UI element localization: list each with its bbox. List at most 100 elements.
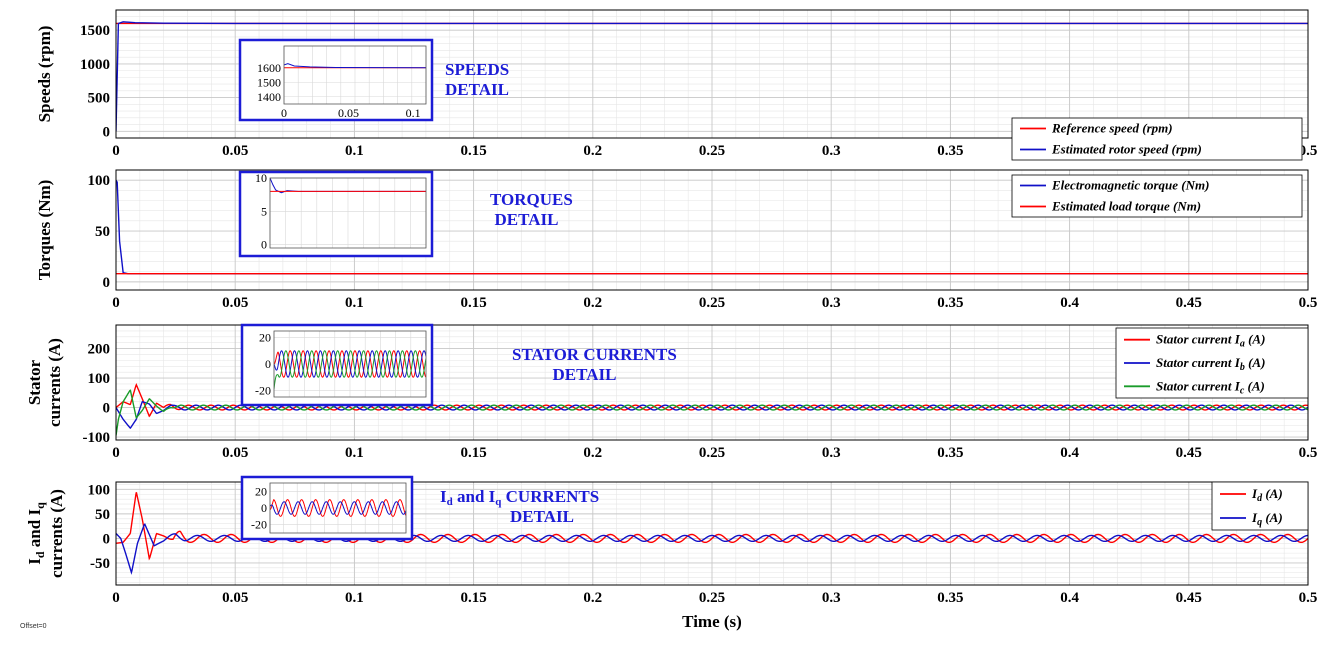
x-tick-label: 0.1 bbox=[345, 590, 364, 606]
inset-lines bbox=[270, 499, 406, 517]
detail-label-line: Id and Iq CURRENTS bbox=[440, 487, 599, 508]
y-tick-label: 0 bbox=[103, 401, 111, 417]
y-axis-label-line1: Stator bbox=[25, 359, 44, 405]
x-tick-label: 0.5 bbox=[1299, 590, 1318, 606]
x-tick-label: 0.05 bbox=[222, 590, 248, 606]
detail-label-line: DETAIL bbox=[553, 365, 617, 384]
inset-y-tick-label: 20 bbox=[259, 331, 271, 345]
x-tick-label: 0.15 bbox=[460, 295, 486, 311]
detail-label-line: TORQUES bbox=[490, 190, 573, 209]
inset-y-tick-label: 0 bbox=[261, 501, 267, 515]
inset-series-line bbox=[284, 63, 426, 69]
x-tick-label: 0.35 bbox=[937, 143, 963, 159]
x-tick-label: 0 bbox=[112, 590, 120, 606]
x-tick-labels: 0 0.05 0.1 0.15 0.2 0.25 0.3 0.35 0.4 0.45 0.5 bbox=[112, 295, 1317, 311]
legend-entry: Reference speed (rpm) bbox=[1051, 121, 1173, 136]
detail-label-line: DETAIL bbox=[510, 507, 574, 526]
inset-frame bbox=[269, 482, 407, 534]
inset-y-tick-label: 0 bbox=[265, 357, 271, 371]
x-tick-label: 0.35 bbox=[937, 590, 963, 606]
offset-label: Offset=0 bbox=[20, 623, 47, 630]
detail-label-line: SPEEDS bbox=[445, 60, 509, 79]
y-tick-label: 100 bbox=[88, 482, 111, 498]
x-tick-label: 0.4 bbox=[1060, 295, 1079, 311]
y-tick-label: 50 bbox=[95, 224, 110, 240]
inset-x-tick-label: 0.05 bbox=[338, 106, 359, 120]
y-axis-label: Speeds (rpm) bbox=[35, 26, 54, 123]
x-tick-label: 0.15 bbox=[460, 445, 486, 461]
x-tick-label: 0.4 bbox=[1060, 445, 1079, 461]
legend-dq: Id (A) Iq (A) bbox=[1211, 481, 1309, 531]
y-tick-labels: 0 500 1000 1500 bbox=[80, 23, 110, 140]
x-tick-label: 0.15 bbox=[460, 143, 486, 159]
x-tick-label: 0.25 bbox=[699, 143, 725, 159]
x-tick-label: 0 bbox=[112, 445, 120, 461]
y-tick-label: 50 bbox=[95, 507, 110, 523]
y-tick-label: 1000 bbox=[80, 57, 110, 73]
inset-y-tick-label: 1600 bbox=[257, 61, 281, 75]
x-tick-label: 0.5 bbox=[1299, 445, 1318, 461]
panels-group: 0 0.05 0.1 0.15 0.2 0.25 0.3 0.35 0.4 0.45 0.5 0 50 0… bbox=[25, 9, 1317, 606]
x-tick-label: 0.05 bbox=[222, 445, 248, 461]
legend-entry: Estimated rotor speed (rpm) bbox=[1051, 142, 1202, 157]
x-tick-label: 0.35 bbox=[937, 295, 963, 311]
series-lines bbox=[116, 21, 1308, 132]
panel-stator: 0 0.05 0.1 0.15 0.2 0.25 0.3 0.35 0.4 0.45 0.5 -100… bbox=[25, 323, 1317, 461]
legend-stator: Stator current Ia (A) Stator current Ib (… bbox=[1115, 327, 1309, 399]
inset-lines bbox=[270, 178, 426, 194]
series-lines bbox=[116, 179, 1308, 275]
y-tick-label: 200 bbox=[88, 342, 111, 358]
series-line-speeds-1 bbox=[116, 21, 1308, 132]
inset-frame bbox=[273, 330, 427, 398]
y-axis-label-line2: currents (A) bbox=[47, 489, 66, 578]
legend-entry: Electromagnetic torque (Nm) bbox=[1051, 178, 1209, 193]
panel-torques: 0 0.05 0.1 0.15 0.2 0.25 0.3 0.35 0.4 0.45 0.50501… bbox=[35, 169, 1317, 311]
legend-entry: Stator current Ia (A) bbox=[1156, 332, 1265, 350]
detail-label-line: DETAIL bbox=[495, 210, 559, 229]
panel-dq: 0 0.05 0.1 0.15 0.2 0.25 0.3 0.35 0.4 0.45 0.5 -50 0… bbox=[25, 475, 1317, 606]
x-tick-label: 0.05 bbox=[222, 143, 248, 159]
y-tick-label: 0 bbox=[103, 531, 111, 547]
x-tick-label: 0.1 bbox=[345, 295, 364, 311]
legend-entry: Id (A) bbox=[1251, 486, 1283, 504]
inset-frame bbox=[283, 45, 427, 105]
y-tick-labels: -50 0 50 100 bbox=[88, 482, 111, 572]
y-tick-label: 0 bbox=[103, 275, 111, 291]
y-tick-labels: -100 0 100 200 bbox=[83, 342, 111, 446]
y-tick-label: 100 bbox=[88, 371, 111, 387]
legend-entry: Iq (A) bbox=[1251, 510, 1283, 528]
panel-speeds: 00.050.10.150.20.250.30.350.40.450.50500… bbox=[35, 9, 1317, 161]
y-axis-label-line1: Id and Iq bbox=[25, 502, 47, 565]
legend-entry: Estimated load torque (Nm) bbox=[1051, 199, 1201, 214]
x-tick-label: 0.15 bbox=[460, 590, 486, 606]
legend-box bbox=[1011, 117, 1303, 161]
x-tick-label: 0.2 bbox=[583, 445, 602, 461]
inset-border bbox=[238, 38, 434, 122]
inset-y-tick-label: -20 bbox=[255, 383, 271, 397]
x-tick-label: 0.3 bbox=[822, 445, 841, 461]
inset-lines bbox=[274, 350, 426, 390]
x-tick-labels: 0 0.05 0.1 0.15 0.2 0.25 0.3 0.35 0.4 0.45 0.5 bbox=[112, 445, 1317, 461]
inset-series-line bbox=[274, 350, 426, 378]
x-tick-label: 0.45 bbox=[1176, 295, 1202, 311]
x-tick-labels: 0 0.05 0.1 0.15 0.2 0.25 0.3 0.35 0.4 0.45 0.5 bbox=[112, 590, 1317, 606]
y-tick-labels: 0 50 100 bbox=[88, 173, 111, 291]
x-tick-label: 0.25 bbox=[699, 295, 725, 311]
inset-y-tick-label: 10 bbox=[255, 171, 267, 185]
legend-entry: Stator current Ib (A) bbox=[1156, 355, 1265, 373]
x-tick-label: 0.3 bbox=[822, 590, 841, 606]
inset-frame bbox=[269, 177, 427, 249]
y-tick-label: 0 bbox=[103, 124, 111, 140]
x-tick-label: 0.1 bbox=[345, 445, 364, 461]
x-tick-label: 0.1 bbox=[345, 143, 364, 159]
y-tick-label: -50 bbox=[90, 556, 110, 572]
x-tick-label: 0.05 bbox=[222, 295, 248, 311]
legend-box bbox=[1011, 174, 1303, 218]
legend-box bbox=[1211, 481, 1309, 531]
x-tick-label: 0.4 bbox=[1060, 590, 1079, 606]
x-tick-label: 0.2 bbox=[583, 143, 602, 159]
x-tick-label: 0.25 bbox=[699, 590, 725, 606]
